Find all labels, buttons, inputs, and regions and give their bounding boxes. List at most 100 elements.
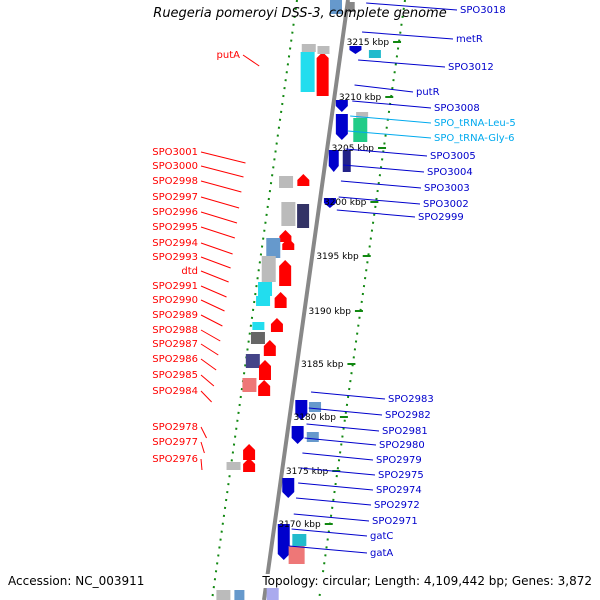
gene-feature-2[interactable]: [316, 52, 329, 96]
gene-feature-21[interactable]: [282, 238, 295, 250]
gene-label-right[interactable]: SPO2982: [385, 410, 431, 421]
gene-label-right[interactable]: SPO2972: [374, 500, 420, 511]
left-label-leader: [200, 270, 229, 283]
gene-feature-37[interactable]: [291, 426, 304, 444]
gene-label-right[interactable]: gatC: [370, 531, 393, 542]
gene-label-left[interactable]: SPO2985: [152, 370, 198, 381]
gene-label-right[interactable]: SPO2983: [388, 394, 434, 405]
gene-label-left[interactable]: SPO3000: [152, 161, 198, 172]
gene-feature-1[interactable]: [301, 44, 316, 52]
gene-label-right[interactable]: metR: [456, 34, 483, 45]
gene-feature-38[interactable]: [306, 432, 319, 442]
gene-label-left[interactable]: SPO2984: [152, 386, 198, 397]
gene-feature-33[interactable]: [242, 378, 257, 392]
gene-label-left[interactable]: SPO2990: [152, 295, 198, 306]
genome-info-label: Topology: circular; Length: 4,109,442 bp…: [258, 574, 592, 588]
gene-label-left[interactable]: SPO2977: [152, 437, 198, 448]
gene-label-right[interactable]: SPO2981: [382, 426, 428, 437]
gene-label-right[interactable]: gatA: [370, 548, 393, 559]
gene-feature-6[interactable]: [349, 46, 362, 54]
gene-label-right[interactable]: SPO_tRNA-Gly-6: [434, 133, 514, 144]
gene-feature-11[interactable]: [356, 112, 369, 118]
gene-label-left[interactable]: SPO2976: [152, 454, 198, 465]
gene-label-right[interactable]: SPO2999: [418, 212, 464, 223]
gene-feature-40[interactable]: [226, 462, 241, 470]
gene-feature-13[interactable]: [342, 150, 351, 172]
gene-feature-9[interactable]: [335, 114, 348, 140]
gene-feature-5[interactable]: [346, 2, 355, 12]
gene-label-left[interactable]: SPO2987: [152, 339, 198, 350]
gene-label-left[interactable]: SPO2989: [152, 310, 198, 321]
gene-label-left[interactable]: SPO2988: [152, 325, 198, 336]
gene-feature-3[interactable]: [317, 46, 330, 54]
gene-feature-29[interactable]: [250, 332, 265, 344]
gene-feature-48[interactable]: [266, 588, 279, 600]
gene-feature-15[interactable]: [279, 176, 294, 188]
gene-label-left[interactable]: dtd: [181, 266, 198, 277]
gene-label-right[interactable]: SPO3005: [430, 151, 476, 162]
right-label-leader: [347, 130, 432, 139]
gene-feature-45[interactable]: [288, 546, 305, 564]
gene-label-right[interactable]: putR: [416, 87, 440, 98]
right-label-leader: [293, 513, 370, 522]
gene-feature-43[interactable]: [277, 524, 290, 560]
gene-feature-25[interactable]: [256, 296, 271, 306]
gene-feature-32[interactable]: [258, 360, 271, 380]
gene-label-left[interactable]: SPO2995: [152, 222, 198, 233]
gene-label-left[interactable]: SPO2978: [152, 422, 198, 433]
gene-label-right[interactable]: SPO3004: [427, 167, 473, 178]
gene-feature-36[interactable]: [309, 402, 322, 412]
left-label-leader: [200, 196, 240, 209]
gene-feature-12[interactable]: [328, 150, 339, 172]
gene-label-left[interactable]: SPO2996: [152, 207, 198, 218]
gene-label-right[interactable]: SPO3008: [434, 103, 480, 114]
gene-label-left[interactable]: SPO2994: [152, 238, 198, 249]
gene-label-right[interactable]: SPO2980: [379, 440, 425, 451]
gene-label-left[interactable]: SPO2986: [152, 354, 198, 365]
gene-label-right[interactable]: SPO2971: [372, 516, 418, 527]
gene-feature-18[interactable]: [297, 204, 310, 228]
gene-feature-26[interactable]: [274, 292, 287, 308]
gene-feature-30[interactable]: [263, 340, 276, 356]
gene-feature-16[interactable]: [297, 174, 310, 186]
left-label-leader: [200, 285, 227, 298]
gene-feature-22[interactable]: [261, 256, 276, 282]
kbp-marker-label: 3195 kbp: [316, 252, 359, 262]
gene-feature-44[interactable]: [292, 534, 307, 546]
gene-feature-24[interactable]: [258, 282, 273, 296]
gene-label-left[interactable]: SPO2991: [152, 281, 198, 292]
gene-feature-28[interactable]: [252, 322, 265, 330]
gene-feature-41[interactable]: [243, 458, 256, 472]
gene-feature-8[interactable]: [335, 100, 348, 112]
gene-label-right[interactable]: SPO2974: [376, 485, 422, 496]
gene-label-right[interactable]: SPO_tRNA-Leu-5: [434, 118, 516, 129]
gene-label-right[interactable]: SPO2979: [376, 455, 422, 466]
gene-feature-7[interactable]: [368, 50, 381, 58]
gene-feature-46[interactable]: [216, 590, 231, 600]
gene-feature-10[interactable]: [353, 118, 368, 142]
gene-feature-23[interactable]: [279, 260, 292, 286]
gene-feature-35[interactable]: [295, 400, 308, 420]
gene-label-right[interactable]: SPO2975: [378, 470, 424, 481]
gene-feature-4[interactable]: [330, 0, 342, 14]
gene-label-left[interactable]: putA: [217, 50, 241, 61]
gene-feature-27[interactable]: [270, 318, 283, 332]
gene-feature-39[interactable]: [243, 444, 256, 460]
gene-feature-17[interactable]: [281, 202, 296, 226]
gene-label-right[interactable]: SPO3012: [448, 62, 494, 73]
gene-label-left[interactable]: SPO2997: [152, 192, 198, 203]
gene-feature-47[interactable]: [234, 590, 245, 600]
gene-label-right[interactable]: SPO3018: [460, 5, 506, 16]
gene-feature-14[interactable]: [323, 198, 336, 208]
gene-feature-42[interactable]: [282, 478, 295, 498]
gene-label-right[interactable]: SPO3002: [423, 199, 469, 210]
left-label-leader: [200, 299, 225, 312]
gene-feature-0[interactable]: [300, 52, 315, 92]
gene-label-left[interactable]: SPO3001: [152, 147, 198, 158]
gene-label-left[interactable]: SPO2998: [152, 176, 198, 187]
gene-label-right[interactable]: SPO3003: [424, 183, 470, 194]
gene-feature-31[interactable]: [245, 354, 260, 368]
gene-label-left[interactable]: SPO2993: [152, 252, 198, 263]
gene-feature-34[interactable]: [258, 380, 271, 396]
gene-feature-20[interactable]: [266, 238, 281, 258]
